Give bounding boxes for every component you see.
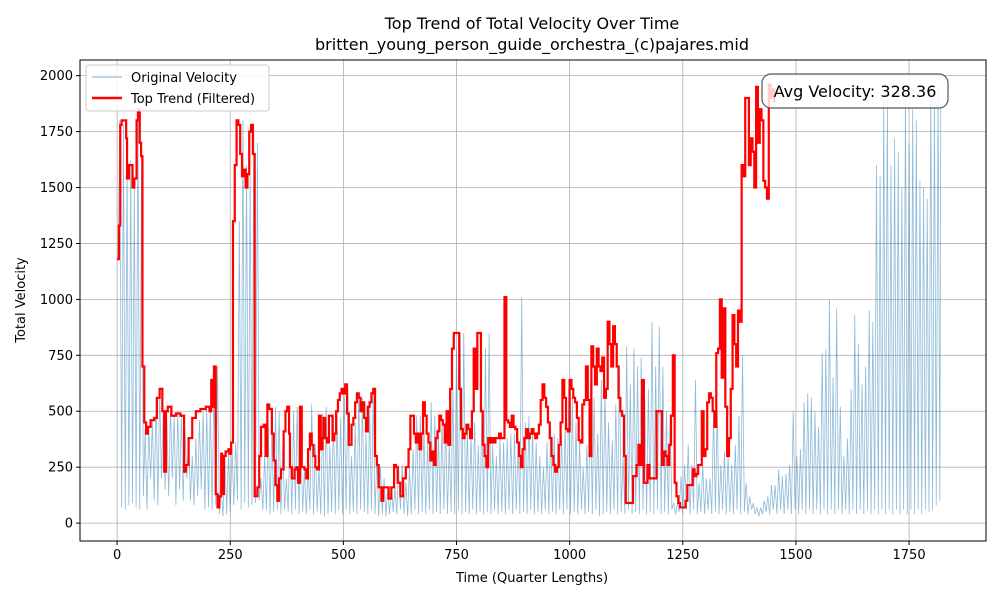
legend-label-trend: Top Trend (Filtered) (130, 92, 255, 107)
x-tick-label: 750 (444, 548, 469, 563)
y-tick-label: 750 (48, 349, 73, 364)
annotation-text: Avg Velocity: 328.36 (774, 82, 937, 101)
top-trend-line (117, 83, 776, 509)
legend: Original Velocity Top Trend (Filtered) (85, 64, 270, 112)
avg-velocity-annotation: Avg Velocity: 328.36 (761, 73, 949, 109)
x-tick-label: 1000 (553, 548, 586, 563)
chart-title-line1: Top Trend of Total Velocity Over Time (384, 14, 680, 33)
y-tick-label: 500 (48, 405, 73, 420)
x-tick-label: 0 (113, 548, 121, 563)
plot-frame (79, 59, 987, 542)
x-tick-label: 250 (218, 548, 243, 563)
y-tick-label: 1500 (40, 181, 73, 196)
x-tick-label: 1500 (779, 548, 812, 563)
x-tick-label: 1250 (666, 548, 699, 563)
annotation-box (761, 73, 949, 109)
y-axis-ticks: 0 250 500 750 1000 1250 1500 1750 2000 (40, 69, 80, 532)
x-axis-ticks: 0 250 500 750 1000 1250 1500 1750 (113, 541, 926, 563)
x-axis-label: Time (Quarter Lengths) (455, 571, 608, 586)
y-tick-label: 1000 (40, 293, 73, 308)
x-tick-label: 1750 (893, 548, 926, 563)
y-tick-label: 1250 (40, 237, 73, 252)
legend-label-original: Original Velocity (131, 71, 237, 86)
x-tick-label: 500 (331, 548, 356, 563)
y-tick-label: 1750 (40, 125, 73, 140)
legend-box (85, 64, 270, 112)
top-trend-series (117, 83, 776, 509)
y-tick-label: 2000 (40, 69, 73, 84)
y-tick-label: 0 (65, 517, 73, 532)
y-axis-label: Total Velocity (14, 257, 29, 344)
y-tick-label: 250 (48, 461, 73, 476)
chart-title-line2: britten_young_person_guide_orchestra_(c)… (315, 35, 749, 55)
